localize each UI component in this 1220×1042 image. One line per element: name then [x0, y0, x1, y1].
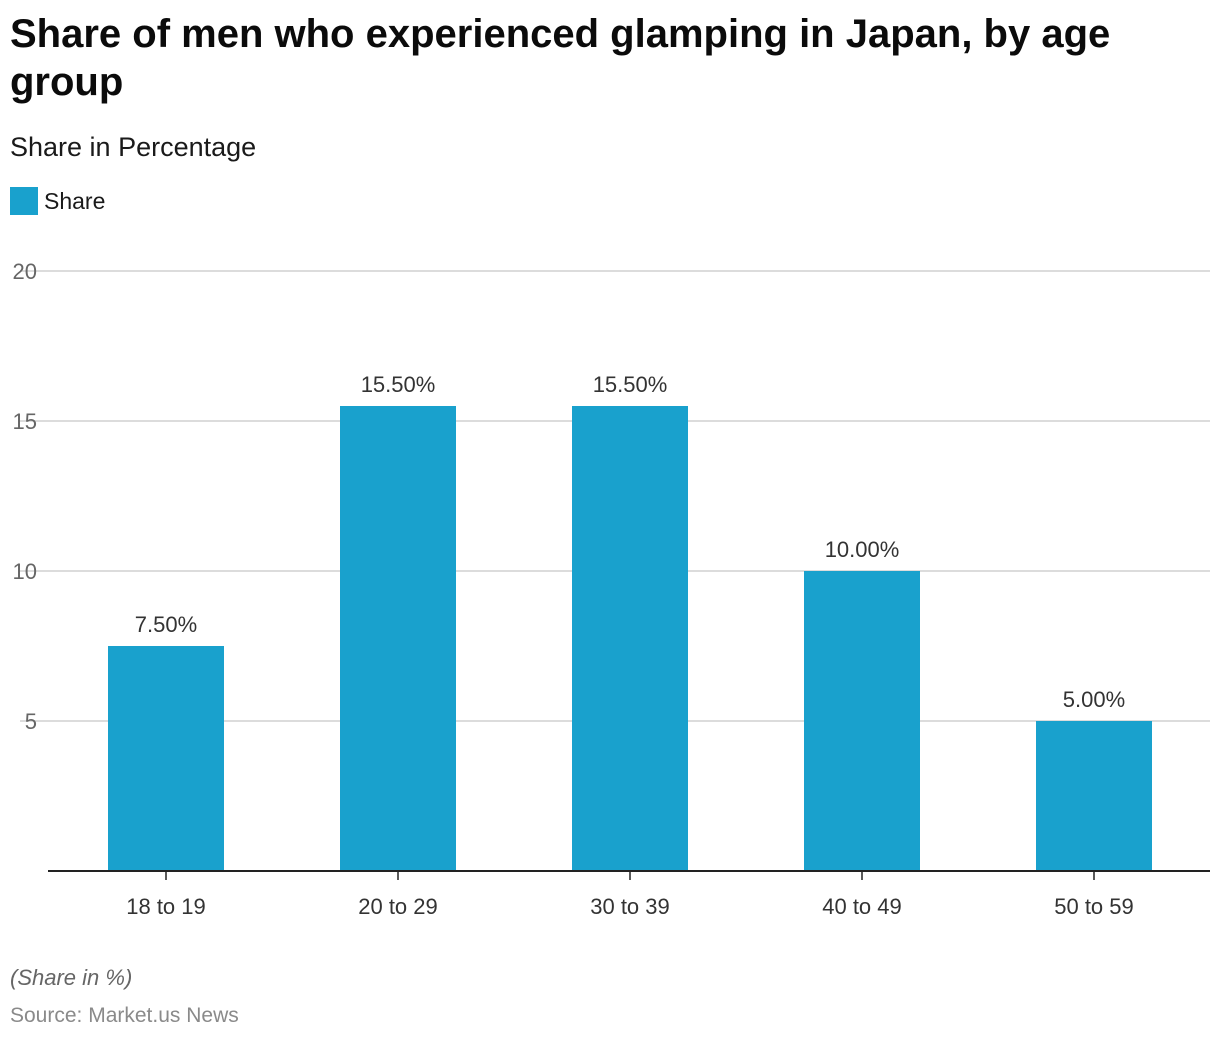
y-axis-ticks: 5 10 15 20: [13, 259, 37, 734]
data-labels: 7.50% 15.50% 15.50% 10.00% 5.00%: [135, 372, 1125, 712]
bar: [340, 406, 456, 871]
data-label: 15.50%: [593, 372, 668, 397]
data-label: 5.00%: [1063, 687, 1125, 712]
data-label: 10.00%: [825, 537, 900, 562]
x-tick-label: 50 to 59: [1054, 894, 1134, 919]
legend-swatch: [10, 187, 38, 215]
chart-title: Share of men who experienced glamping in…: [10, 12, 1111, 104]
bar: [804, 571, 920, 871]
legend-label: Share: [44, 187, 106, 214]
source-note: Source: Market.us News: [10, 1004, 239, 1027]
x-tick-label: 18 to 19: [126, 894, 206, 919]
y-tick-label: 20: [13, 259, 37, 284]
bar: [572, 406, 688, 871]
y-tick-label: 10: [13, 559, 37, 584]
bar: [1036, 721, 1152, 871]
x-axis: 18 to 19 20 to 29 30 to 39 40 to 49 50 to 59: [48, 870, 1210, 919]
data-label: 7.50%: [135, 612, 197, 637]
y-tick-label: 5: [25, 709, 37, 734]
bar-chart: 5 10 15 20 7.50% 15.50% 15.50% 10.00% 5.00% 18 …: [13, 259, 1210, 919]
chart-subtitle: Share in Percentage: [10, 132, 257, 162]
x-tick-label: 20 to 29: [358, 894, 438, 919]
footnote: (Share in %): [10, 965, 133, 990]
legend: Share: [10, 186, 105, 216]
bar: [108, 646, 224, 871]
bars: [108, 406, 1152, 871]
data-label: 15.50%: [361, 372, 436, 397]
x-tick-label: 40 to 49: [822, 894, 902, 919]
y-tick-label: 15: [13, 409, 37, 434]
x-tick-label: 30 to 39: [590, 894, 670, 919]
